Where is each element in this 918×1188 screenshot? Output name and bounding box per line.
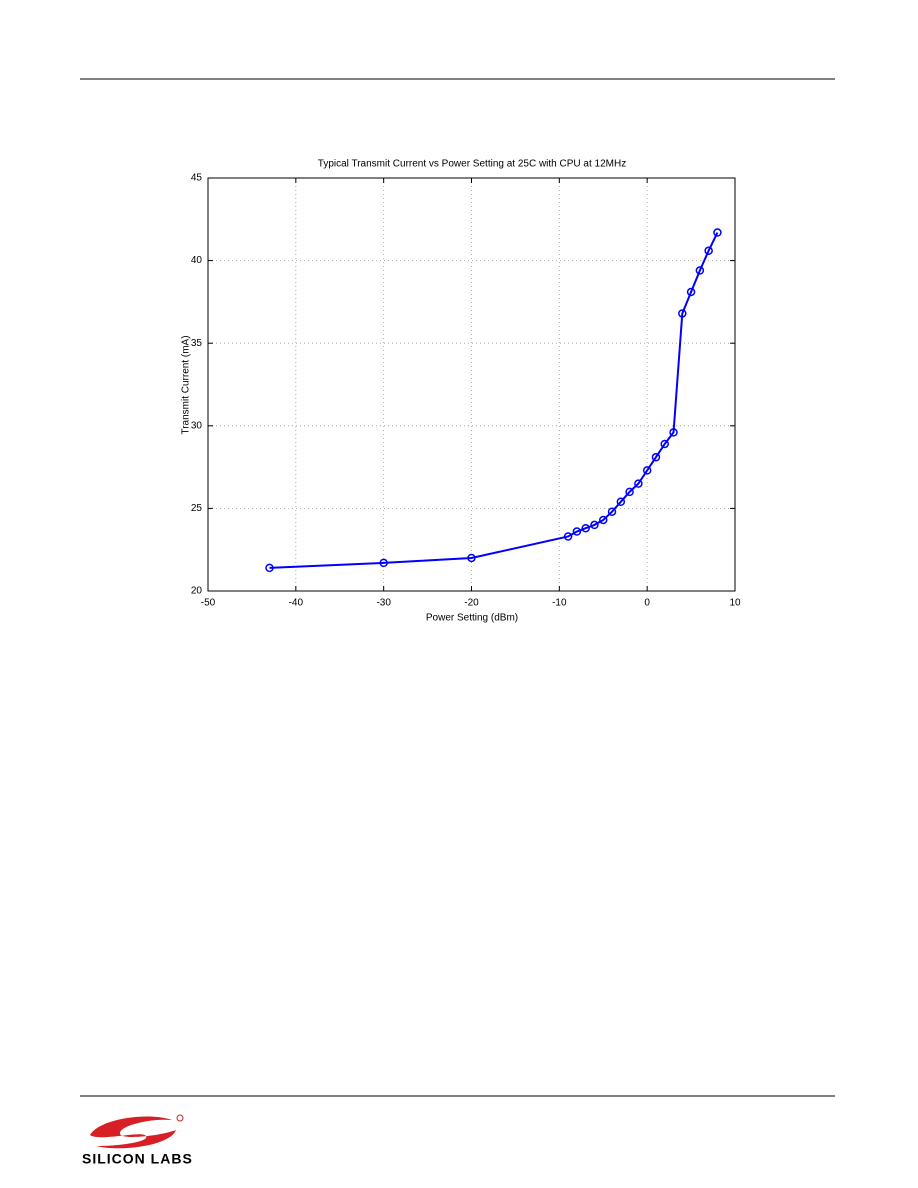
logo-text: SILICON LABS [82,1151,193,1167]
data-point [572,527,582,536]
data-point [651,452,661,462]
chart-title: Typical Transmit Current vs Power Settin… [318,159,626,170]
x-tick-label: -50 [201,598,216,609]
data-point [616,497,626,507]
data-point [563,532,573,541]
data-point [379,558,388,568]
y-tick-label: 45 [191,173,203,184]
data-point [678,309,687,318]
x-tick-label: -40 [289,598,304,609]
y-tick-label: 35 [191,338,203,349]
data-point [265,563,274,573]
x-tick-label: -30 [376,598,391,609]
data-point [467,553,476,563]
data-point [581,523,590,533]
data-point [660,439,669,449]
y-tick-label: 20 [191,586,203,597]
data-point [625,487,634,497]
data-point [590,520,599,530]
y-tick-label: 25 [191,503,203,514]
logo-mark [90,1116,176,1149]
data-point [669,428,678,437]
x-axis-label: Power Setting (dBm) [426,613,518,624]
data-point [686,287,696,297]
data-line [269,232,719,569]
data-point [607,507,617,516]
data-point [704,246,713,255]
x-tick-label: -10 [552,598,567,609]
y-tick-label: 30 [191,420,203,431]
logo-trademark [176,1114,184,1122]
data-point [634,479,643,488]
logo: SILICON LABS [82,1114,193,1167]
x-tick-label: -20 [464,598,479,609]
x-tick-label: 10 [729,598,741,609]
x-tick-label: 0 [644,598,650,609]
data-point [695,266,705,275]
data-point [642,466,652,475]
data-point [599,515,608,525]
plot-frame [207,177,736,592]
data-point [713,228,722,237]
y-tick-label: 40 [191,255,203,266]
y-axis-label: Transmit Current (mA) [181,335,192,434]
